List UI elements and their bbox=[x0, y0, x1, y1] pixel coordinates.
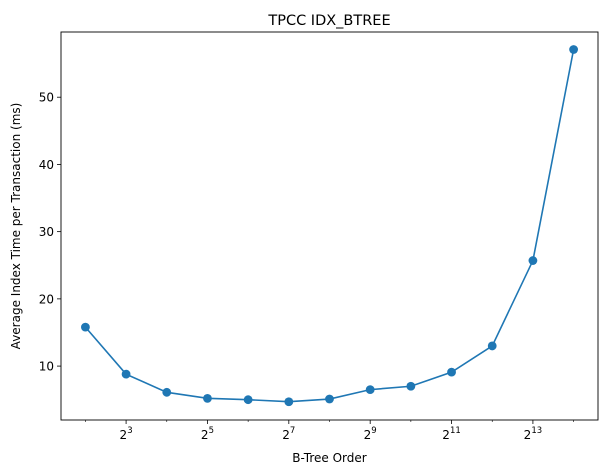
y-axis-label: Average Index Time per Transaction (ms) bbox=[9, 103, 23, 350]
series-points bbox=[81, 45, 578, 407]
x-axis-label: B-Tree Order bbox=[292, 451, 366, 465]
data-point bbox=[81, 322, 90, 332]
data-point bbox=[203, 393, 212, 403]
x-tick-label: 213 bbox=[524, 426, 542, 442]
x-tick-base: 2 bbox=[364, 428, 372, 442]
x-axis: 23 25 27 29 211 213 bbox=[85, 420, 574, 442]
data-point bbox=[487, 341, 497, 351]
x-tick-label: 25 bbox=[201, 426, 214, 442]
plot-frame bbox=[60, 31, 599, 421]
x-tick-label: 27 bbox=[282, 426, 295, 442]
data-point bbox=[325, 394, 334, 404]
x-tick-base: 2 bbox=[524, 428, 532, 442]
data-point bbox=[365, 385, 375, 395]
x-tick-exponent: 9 bbox=[371, 426, 376, 436]
data-point bbox=[528, 256, 538, 265]
x-tick-exponent: 13 bbox=[531, 426, 542, 436]
x-tick-label: 23 bbox=[120, 426, 133, 442]
x-tick-base: 2 bbox=[201, 428, 209, 442]
plot-area bbox=[61, 32, 598, 420]
x-tick-base: 2 bbox=[282, 428, 290, 442]
y-tick-label: 20 bbox=[39, 292, 54, 306]
y-axis: 10 20 30 40 50 bbox=[39, 91, 61, 374]
data-point bbox=[121, 369, 131, 379]
data-point bbox=[284, 397, 294, 407]
x-tick-label: 29 bbox=[364, 426, 377, 442]
chart-title: TPCC IDX_BTREE bbox=[267, 13, 390, 29]
y-tick-label: 40 bbox=[39, 158, 54, 172]
data-point bbox=[569, 45, 578, 54]
data-point bbox=[162, 387, 172, 397]
x-tick-base: 2 bbox=[120, 428, 128, 442]
y-tick-label: 50 bbox=[39, 91, 54, 105]
data-point bbox=[447, 367, 456, 377]
data-point bbox=[406, 381, 416, 391]
x-tick-base: 2 bbox=[442, 428, 450, 442]
y-tick-label: 10 bbox=[39, 360, 54, 374]
data-point bbox=[243, 395, 253, 405]
x-tick-label: 211 bbox=[442, 426, 460, 442]
x-tick-exponent: 3 bbox=[127, 426, 132, 436]
x-tick-exponent: 5 bbox=[209, 426, 214, 436]
x-tick-exponent: 11 bbox=[450, 426, 461, 436]
x-tick-exponent: 7 bbox=[290, 426, 295, 436]
y-tick-label: 30 bbox=[39, 225, 54, 239]
